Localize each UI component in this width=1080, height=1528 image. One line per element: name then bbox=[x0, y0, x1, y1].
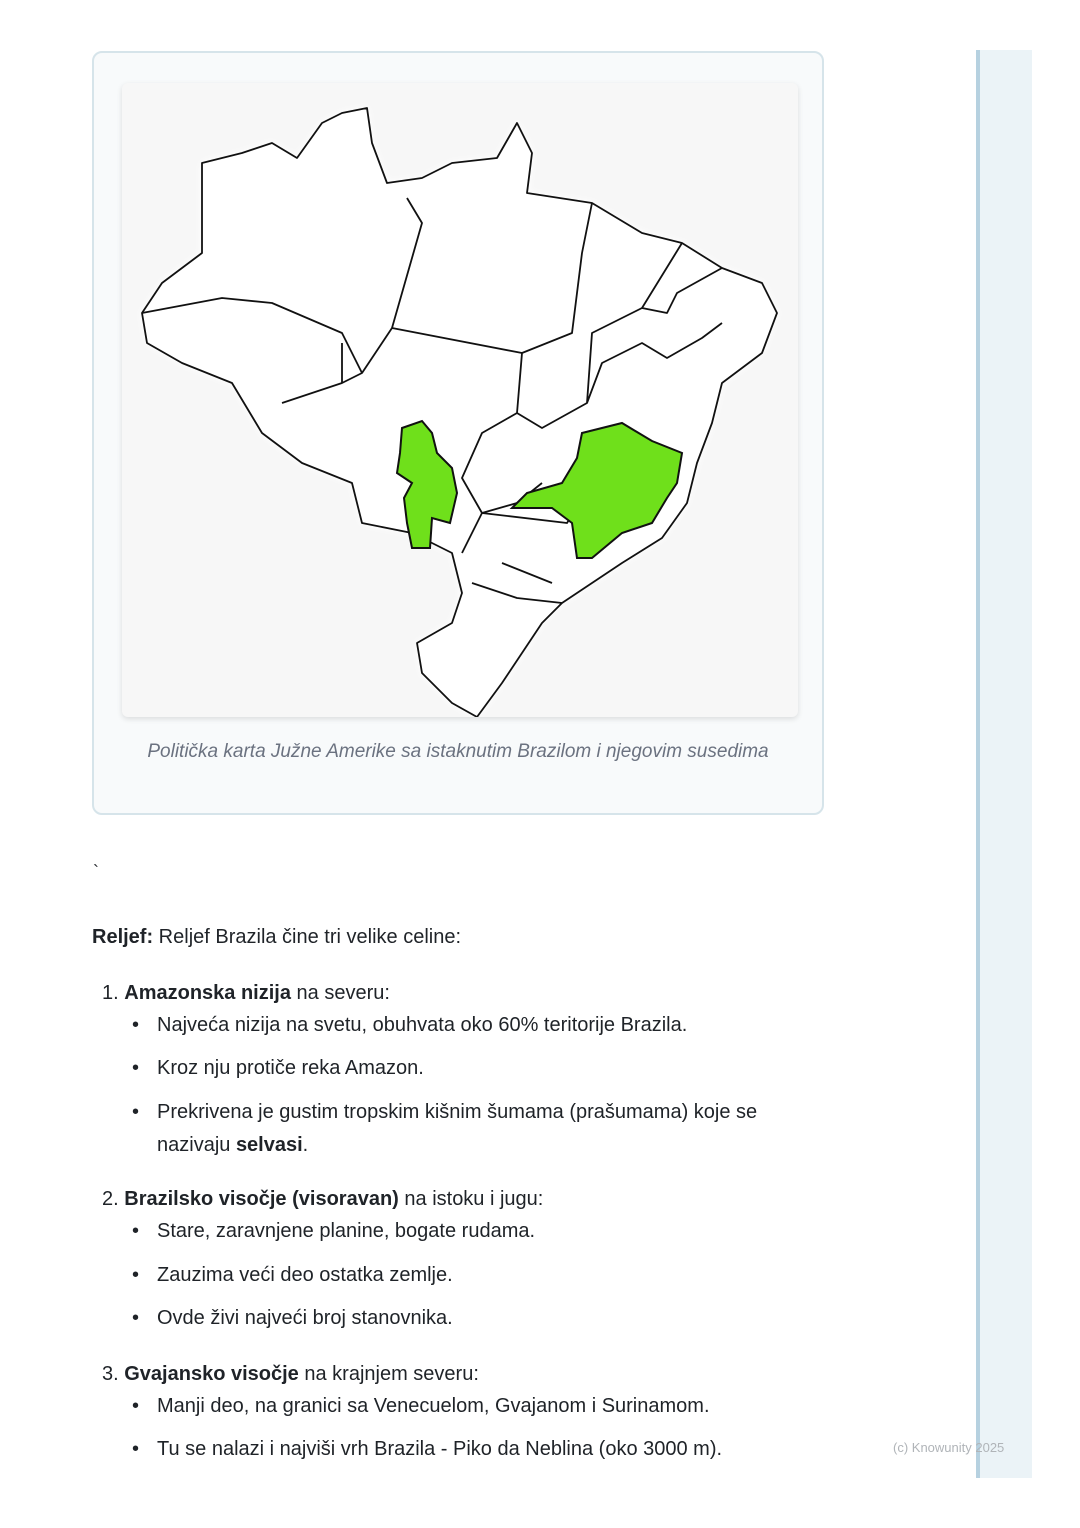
highlighted-regions bbox=[395, 419, 684, 559]
list-item-rest: na istoku i jugu: bbox=[398, 1188, 544, 1210]
map-figure: Politička karta Južne Amerike sa istaknu… bbox=[92, 51, 824, 815]
list-item-3: 3. Gvajansko visočje na krajnjem severu: bbox=[102, 1358, 479, 1390]
bullet-text-bold: selvasi bbox=[235, 1134, 303, 1156]
highlighted-region-east bbox=[509, 421, 684, 559]
bullet-text: Najveća nizija na svetu, obuhvata oko 60… bbox=[157, 1014, 688, 1036]
figure-caption: Politička karta Južne Amerike sa istaknu… bbox=[147, 741, 769, 762]
stray-backtick: ` bbox=[93, 862, 99, 882]
list-item-title: Brazilsko visočje (visoravan) bbox=[124, 1188, 399, 1210]
bullet-item: Prekrivena je gustim tropskim kišnim šum… bbox=[132, 1096, 772, 1162]
bullet-item: Stare, zaravnjene planine, bogate rudama… bbox=[132, 1215, 792, 1248]
bullet-text: Tu se nalazi i najviši vrh Brazila - Pik… bbox=[157, 1438, 723, 1460]
bullet-item: Zauzima veći deo ostatka zemlje. bbox=[132, 1259, 792, 1292]
list-item-1: 1. Amazonska nizija na severu: bbox=[102, 977, 390, 1009]
relief-label: Reljef: bbox=[92, 926, 154, 948]
list-number: 2. bbox=[102, 1188, 119, 1210]
bullet-text: Ovde živi najveći broj stanovnika. bbox=[157, 1307, 453, 1329]
list-number: 3. bbox=[102, 1363, 119, 1385]
relief-intro: Reljef: Reljef Brazila čine tri velike c… bbox=[92, 921, 461, 953]
bullet-text: Prekrivena je gustim tropskim kišnim šum… bbox=[157, 1096, 772, 1162]
list-item-rest: na krajnjem severu: bbox=[298, 1363, 479, 1385]
list-number: 1. bbox=[102, 982, 119, 1004]
relief-intro-text: Reljef Brazila čine tri velike celine: bbox=[153, 926, 462, 948]
bullet-text-post: . bbox=[302, 1134, 309, 1156]
bullet-item: Najveća nizija na svetu, obuhvata oko 60… bbox=[132, 1009, 792, 1042]
bullet-item: Kroz nju protiče reka Amazon. bbox=[132, 1052, 792, 1085]
bullet-text-pre: Prekrivena je gustim tropskim kišnim šum… bbox=[157, 1101, 758, 1156]
list-item-2: 2. Brazilsko visočje (visoravan) na isto… bbox=[102, 1183, 543, 1215]
bullet-text: Zauzima veći deo ostatka zemlje. bbox=[157, 1264, 453, 1286]
bullet-text: Manji deo, na granici sa Venecuelom, Gva… bbox=[157, 1395, 710, 1417]
brazil-map-svg bbox=[141, 107, 778, 717]
bullet-item: Tu se nalazi i najviši vrh Brazila - Pik… bbox=[132, 1433, 792, 1466]
brazil-map bbox=[122, 83, 798, 717]
list-item-title: Gvajansko visočje bbox=[124, 1363, 299, 1385]
side-panel bbox=[976, 50, 1032, 1478]
brazil-outline bbox=[141, 107, 778, 717]
bullet-item: Manji deo, na granici sa Venecuelom, Gva… bbox=[132, 1390, 792, 1423]
bullet-text: Kroz nju protiče reka Amazon. bbox=[157, 1057, 424, 1079]
copyright: (c) Knowunity 2025 bbox=[893, 1440, 1005, 1455]
bullet-item: Ovde živi najveći broj stanovnika. bbox=[132, 1302, 792, 1335]
list-item-title: Amazonska nizija bbox=[124, 982, 291, 1004]
highlighted-region-west bbox=[395, 419, 459, 549]
bullet-text: Stare, zaravnjene planine, bogate rudama… bbox=[157, 1220, 536, 1242]
list-item-rest: na severu: bbox=[290, 982, 390, 1004]
